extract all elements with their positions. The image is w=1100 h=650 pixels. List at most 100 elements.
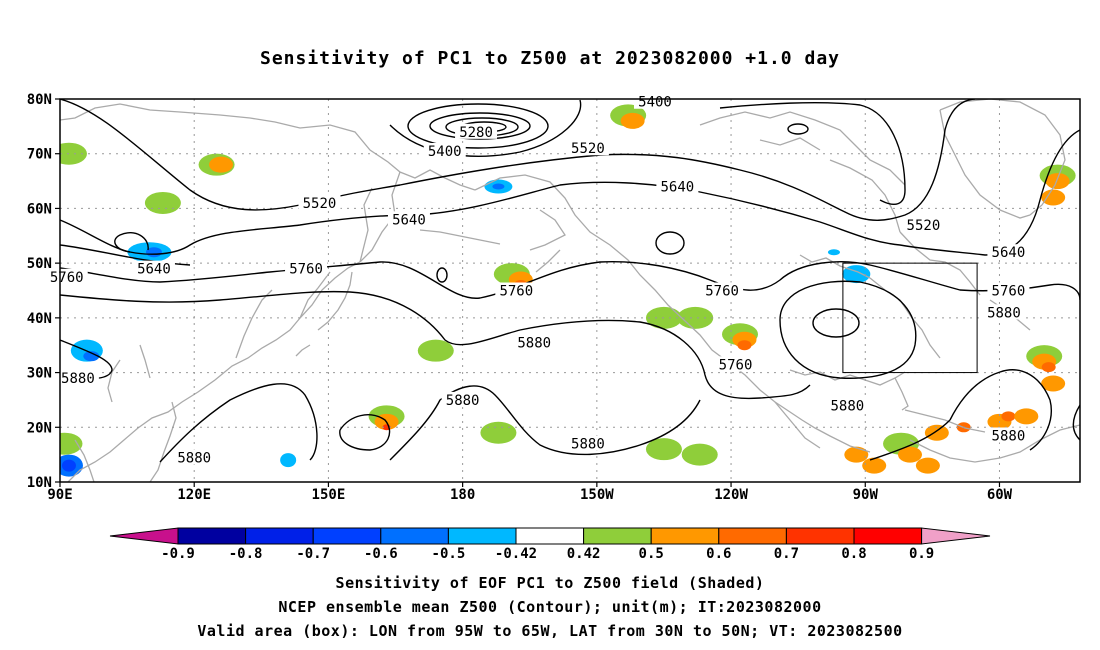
contour-label: 5880 (987, 305, 1021, 321)
contour-label-bg (173, 449, 216, 465)
contour-label-bg (45, 268, 88, 284)
contour-label: 5640 (992, 245, 1026, 261)
contour-label: 5640 (392, 212, 426, 228)
lat-tick-label: 20N (27, 420, 52, 436)
contour-label-bg (902, 216, 945, 232)
contour-5760-small-ring (436, 267, 448, 283)
colorbar-swatch (853, 527, 923, 545)
lat-tick-label: 60N (27, 201, 52, 217)
contour-5880-east-edge (1072, 404, 1080, 441)
contour-5880-atlantic (949, 369, 1052, 451)
contour-5280-ring (429, 112, 531, 140)
contour-label-bg (441, 391, 484, 407)
contour-label: 5400 (428, 144, 462, 160)
contour-label: 5760 (705, 284, 739, 300)
lat-tick-label: 10N (27, 475, 52, 491)
caption-contour: NCEP ensemble mean Z500 (Contour); unit(… (278, 598, 822, 616)
lat-tick-label: 30N (27, 366, 52, 382)
contour-label-bg (56, 370, 99, 386)
contour-label: 5520 (571, 141, 605, 157)
colorbar-label: 0.9 (909, 546, 934, 562)
contour-5880-south-a (159, 383, 318, 463)
contour-5400-east (719, 101, 906, 206)
contour-5880-ring-160e (339, 414, 391, 451)
contour-label: 5640 (137, 262, 171, 278)
contour-label: 5520 (303, 196, 337, 212)
contour-5760 (60, 260, 1080, 301)
colorbar-swatch (515, 527, 585, 545)
contour-label: 5760 (499, 284, 533, 300)
colorbar-high-extend (921, 527, 991, 545)
contour-label-bg (634, 93, 676, 109)
colorbar-label: -0.6 (364, 546, 398, 562)
colorbar-label: 0.5 (639, 546, 664, 562)
colorbar-label: 0.7 (774, 546, 799, 562)
contour-label-bg (714, 356, 757, 372)
colorbar-low-extend (109, 527, 179, 545)
contour-label-bg (495, 282, 538, 298)
colorbar-label: -0.42 (495, 546, 537, 562)
contour-label: 5760 (992, 284, 1026, 300)
lon-tick-label: 150E (312, 487, 346, 503)
coastlines (60, 99, 1080, 482)
colorbar-swatch (650, 527, 720, 545)
colorbar-swatch (447, 527, 517, 545)
contour-5400 (389, 99, 582, 157)
contour-label: 5760 (719, 357, 753, 373)
contour-label: 5400 (638, 95, 672, 111)
contour-label-bg (285, 260, 328, 276)
contour-label-bg (566, 140, 609, 156)
contour-label: 5640 (661, 180, 695, 196)
sensitivity-shading (60, 104, 1076, 477)
contour-label-bg (566, 435, 609, 451)
contour-label-bg (987, 427, 1030, 443)
lat-lon-grid (60, 99, 1080, 482)
valid-area-box (842, 262, 978, 374)
lon-tick-label: 90E (47, 487, 72, 503)
colorbar-label: -0.5 (432, 546, 466, 562)
contour-label-bg (982, 304, 1025, 320)
contour-label: 5760 (50, 270, 84, 286)
lat-tick-label: 80N (27, 92, 52, 108)
z500-contours (60, 99, 1080, 463)
contour-5640-small-ring (655, 231, 685, 255)
contour-5880-south-b (389, 385, 701, 461)
contour-label-bg (423, 142, 466, 158)
colorbar-swatch (312, 527, 382, 545)
colorbar-label: -0.9 (161, 546, 195, 562)
colorbar-label: -0.8 (229, 546, 263, 562)
contour-label: 5880 (571, 437, 605, 453)
contour-label: 5880 (446, 393, 480, 409)
contour-label: 5880 (517, 335, 551, 351)
contour-label: 5520 (907, 218, 941, 234)
colorbar-label: -0.7 (296, 546, 330, 562)
page-title: Sensitivity of PC1 to Z500 at 2023082000… (259, 48, 840, 69)
map-figure: 5400 5280 5400 5520 5640 5520 5640 5520 5640 5640… (27, 92, 1081, 562)
colorbar-label: 0.6 (706, 546, 731, 562)
lon-tick-label: 90W (853, 487, 879, 503)
caption-valid-area: Valid area (box): LON from 95W to 65W, L… (197, 622, 903, 640)
colorbar-label: 0.42 (567, 546, 601, 562)
contour-label: 5280 (459, 125, 493, 141)
colorbar-swatch (380, 527, 449, 545)
colorbar-swatch (177, 527, 247, 545)
contour-5880-gulf (869, 419, 951, 461)
colorbar-swatch (718, 527, 787, 545)
colorbar-swatch (245, 527, 314, 545)
contour-5880-north (60, 290, 811, 400)
contour-5640 (60, 129, 1080, 256)
contour-label-bg (656, 178, 699, 194)
contour-label-bg (132, 260, 175, 276)
contour-label-bg (455, 123, 498, 139)
contour-5940-ring (812, 308, 860, 338)
contour-labels: 5400 5280 5400 5520 5640 5520 5640 5520 5640 5640… (45, 93, 1030, 466)
contour-label: 5880 (831, 398, 865, 414)
lat-tick-label: 70N (27, 147, 52, 163)
contour-5880-box (779, 280, 917, 379)
lon-tick-label: 150W (580, 487, 614, 503)
contour-label-bg (701, 282, 744, 298)
contour-5640-tail (114, 232, 149, 253)
plot-frame (59, 98, 1081, 483)
lon-tick-label: 60W (987, 487, 1013, 503)
